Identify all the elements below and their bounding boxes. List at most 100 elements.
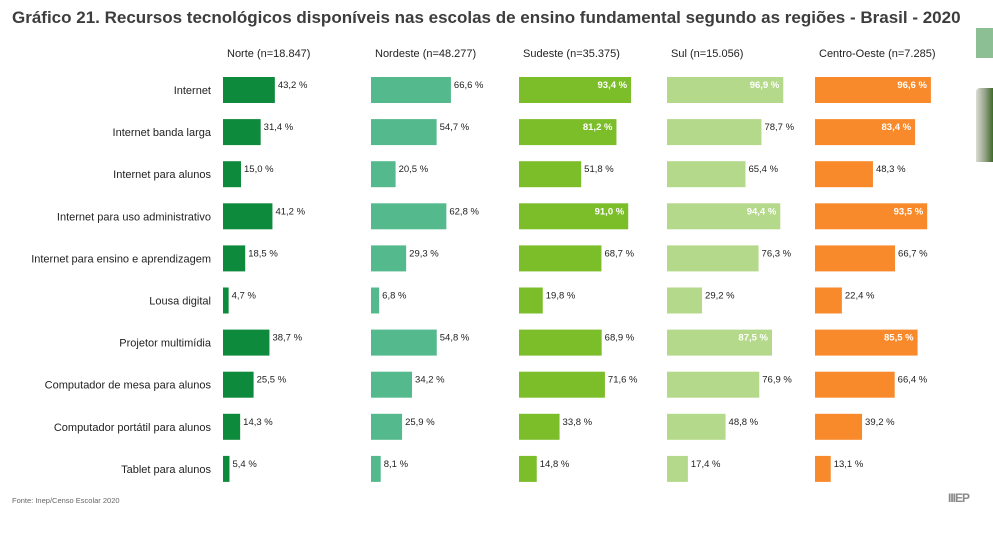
- bar: [371, 203, 447, 230]
- category-label: Projetor multimídia: [119, 338, 212, 350]
- bar: [371, 455, 381, 482]
- category-label: Computador portátil para alunos: [54, 422, 212, 434]
- data-label: 66,4 %: [898, 375, 928, 386]
- bar: [815, 287, 842, 314]
- bar: [223, 161, 241, 188]
- data-label: 94,4 %: [747, 206, 777, 217]
- series-header: Sudeste (n=35.375): [523, 48, 620, 60]
- data-label: 85,5 %: [884, 333, 914, 344]
- data-label: 65,4 %: [748, 164, 778, 175]
- category-label: Internet para ensino e aprendizagem: [31, 253, 211, 265]
- bar: [223, 77, 275, 103]
- bar: [519, 119, 617, 146]
- data-label: 71,6 %: [608, 375, 638, 386]
- bar: [519, 287, 543, 314]
- bar: [815, 161, 873, 188]
- bar: [667, 329, 772, 356]
- data-label: 54,7 %: [440, 122, 470, 133]
- data-label: 14,3 %: [243, 417, 273, 428]
- series-panel: Sul (n=15.056) 96,9 % 78,7 % 65,4 % 94,4 % 76…: [667, 48, 795, 482]
- bar: [371, 329, 437, 356]
- bar: [519, 455, 537, 482]
- category-label: Internet para uso administrativo: [57, 211, 211, 223]
- bar: [371, 245, 407, 272]
- data-label: 54,8 %: [440, 333, 470, 344]
- data-label: 93,4 %: [598, 80, 628, 91]
- data-label: 14,8 %: [540, 459, 570, 470]
- data-label: 51,8 %: [584, 164, 614, 175]
- data-label: 66,7 %: [898, 248, 928, 259]
- data-label: 15,0 %: [244, 164, 274, 175]
- bar: [815, 77, 931, 103]
- data-label: 38,7 %: [272, 333, 302, 344]
- bar: [519, 371, 605, 398]
- data-label: 34,2 %: [415, 375, 445, 386]
- series-panel: Nordeste (n=48.277) 66,6 % 54,7 % 20,5 % 62,…: [371, 48, 484, 482]
- bar: [519, 329, 602, 356]
- bar: [223, 329, 270, 356]
- bar: [223, 245, 246, 272]
- bar: [667, 287, 703, 314]
- data-label: 5,4 %: [232, 459, 257, 470]
- data-label: 96,6 %: [897, 80, 927, 91]
- bar: [371, 161, 396, 188]
- series-panel: Sudeste (n=35.375) 93,4 % 81,2 % 51,8 % 91,0…: [519, 48, 638, 482]
- bar: [519, 203, 629, 230]
- bar: [815, 371, 895, 398]
- bar: [667, 245, 759, 272]
- bar: [519, 245, 602, 272]
- data-label: 29,3 %: [409, 248, 439, 259]
- bar: [371, 287, 380, 314]
- category-label: Internet: [174, 85, 211, 97]
- bar: [371, 77, 451, 103]
- bar: [371, 119, 437, 146]
- data-label: 48,8 %: [729, 417, 759, 428]
- data-label: 76,9 %: [762, 375, 792, 386]
- data-label: 29,2 %: [705, 291, 735, 302]
- bar: [667, 371, 760, 398]
- chart-title: Gráfico 21. Recursos tecnológicos dispon…: [12, 8, 961, 27]
- data-label: 87,5 %: [738, 333, 768, 344]
- edge-photo-fragment: [976, 88, 993, 162]
- data-label: 62,8 %: [449, 206, 479, 217]
- series-header: Sul (n=15.056): [671, 48, 743, 60]
- data-label: 25,5 %: [257, 375, 287, 386]
- bar: [815, 413, 863, 440]
- category-label: Internet banda larga: [113, 127, 212, 139]
- data-label: 25,9 %: [405, 417, 435, 428]
- data-label: 48,3 %: [876, 164, 906, 175]
- data-label: 33,8 %: [563, 417, 593, 428]
- bar: [667, 455, 688, 482]
- bar: [371, 371, 413, 398]
- bar: [223, 371, 254, 398]
- data-label: 22,4 %: [845, 291, 875, 302]
- series-panel: Centro-Oeste (n=7.285) 96,6 % 83,4 % 48,3 %…: [815, 48, 935, 482]
- bar: [519, 77, 632, 103]
- data-label: 39,2 %: [865, 417, 895, 428]
- category-label: Lousa digital: [149, 296, 211, 308]
- data-label: 43,2 %: [278, 80, 308, 91]
- bar: [223, 203, 273, 230]
- data-label: 8,1 %: [384, 459, 409, 470]
- data-label: 68,7 %: [604, 248, 634, 259]
- bar: [371, 413, 403, 440]
- series-panel: Norte (n=18.847) 43,2 % 31,4 % 15,0 % 41,2 %…: [223, 48, 310, 482]
- series-header: Nordeste (n=48.277): [375, 48, 476, 60]
- bar: [667, 119, 762, 146]
- edge-photo-fragment-top: [976, 28, 993, 58]
- data-label: 41,2 %: [275, 206, 305, 217]
- bar: [667, 161, 746, 188]
- bar: [223, 119, 261, 146]
- data-label: 6,8 %: [382, 291, 407, 302]
- category-label: Tablet para alunos: [121, 464, 211, 476]
- data-label: 91,0 %: [595, 206, 625, 217]
- bar: [667, 413, 726, 440]
- data-label: 81,2 %: [583, 122, 613, 133]
- bar: [223, 287, 229, 314]
- bar: [667, 77, 784, 103]
- bar: [519, 161, 582, 188]
- data-label: 93,5 %: [894, 206, 924, 217]
- series-header: Centro-Oeste (n=7.285): [819, 48, 935, 60]
- data-label: 4,7 %: [232, 291, 257, 302]
